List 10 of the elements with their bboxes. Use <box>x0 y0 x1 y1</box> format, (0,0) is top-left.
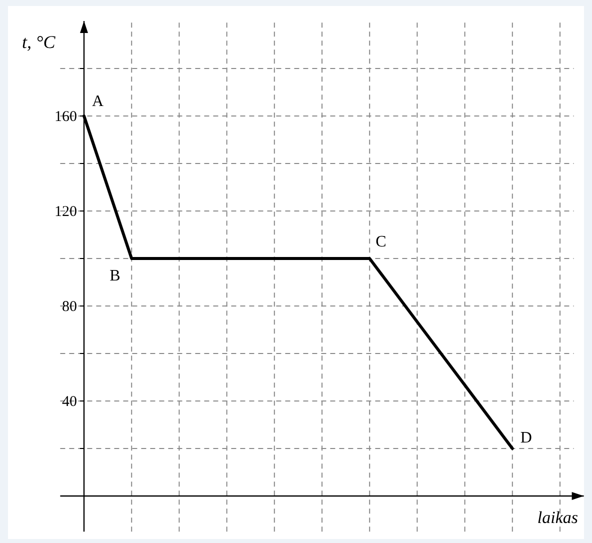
y-tick-label: 40 <box>62 394 77 410</box>
y-axis-title: t, °C <box>22 32 56 52</box>
y-tick-label: 80 <box>62 298 77 315</box>
annotation: D <box>520 429 532 446</box>
annotation: A <box>92 92 104 110</box>
x-axis-title: laikas <box>537 508 578 527</box>
annotation: B <box>110 267 120 284</box>
annotation: C <box>376 233 386 250</box>
y-tick-label: 160 <box>54 108 77 125</box>
y-tick-label: 120 <box>54 204 77 220</box>
